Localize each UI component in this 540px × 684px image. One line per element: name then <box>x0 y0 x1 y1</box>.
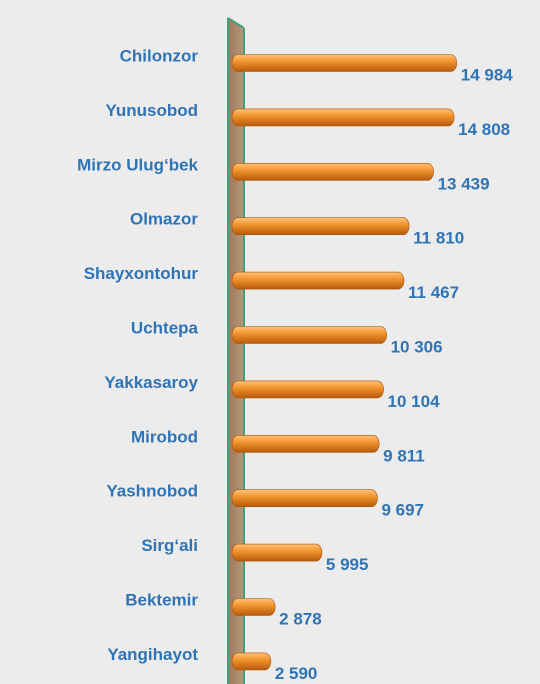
value-label: 11 467 <box>408 283 459 302</box>
category-label: Bektemir <box>125 590 198 609</box>
category-label: Mirzo Ulug‘bek <box>77 155 198 174</box>
value-label: 10 306 <box>391 337 443 356</box>
bar <box>231 108 455 127</box>
bar <box>231 326 387 344</box>
bar <box>231 163 434 181</box>
category-label: Yangihayot <box>107 645 198 664</box>
value-label: 11 810 <box>413 229 464 248</box>
bar <box>231 217 410 235</box>
bar <box>231 380 384 399</box>
bar <box>231 434 380 453</box>
category-label: Yakkasaroy <box>104 373 198 392</box>
bar <box>231 489 378 508</box>
bar <box>231 598 276 616</box>
category-label: Uchtepa <box>131 318 199 337</box>
bar <box>231 543 323 562</box>
category-label: Chilonzor <box>120 46 199 65</box>
value-label: 13 439 <box>438 174 490 193</box>
bar <box>231 271 405 290</box>
value-label: 2 590 <box>275 664 318 683</box>
value-label: 10 104 <box>388 392 441 411</box>
category-label: Yunusobod <box>105 101 198 120</box>
bar <box>231 652 272 671</box>
category-label: Shayxontohur <box>84 264 199 283</box>
category-label: Yashnobod <box>106 482 198 501</box>
category-label: Mirobod <box>131 427 198 446</box>
category-label: Sirg‘ali <box>141 536 198 555</box>
value-label: 5 995 <box>326 555 369 574</box>
value-label: 9 811 <box>383 446 425 465</box>
value-label: 9 697 <box>381 501 424 520</box>
value-label: 14 984 <box>461 65 514 84</box>
bar <box>231 54 458 72</box>
value-label: 2 878 <box>279 609 322 628</box>
value-label: 14 808 <box>458 120 510 139</box>
axis-wall <box>227 17 245 684</box>
category-label: Olmazor <box>130 210 198 229</box>
